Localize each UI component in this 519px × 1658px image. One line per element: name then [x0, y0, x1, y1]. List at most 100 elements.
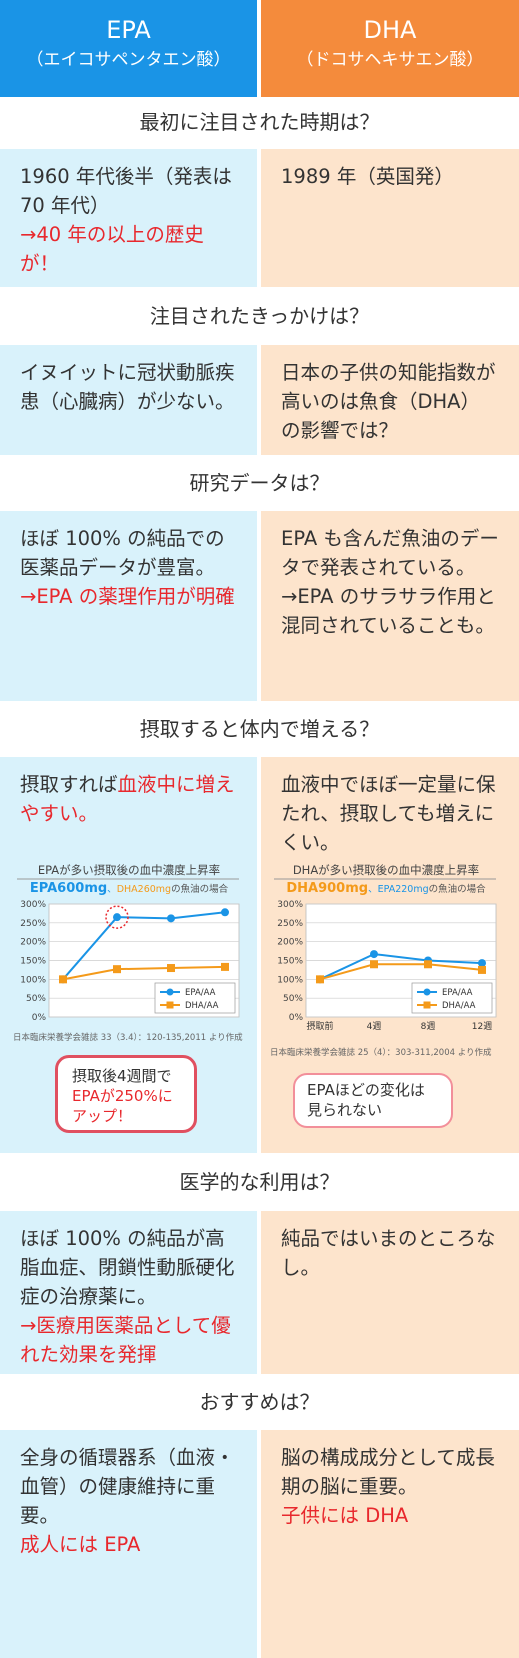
q4-epa-text: 摂取すれば血液中に増えやすい。 — [20, 770, 237, 828]
q6-epa-highlight: 成人には EPA — [20, 1533, 141, 1556]
epa-chart-ytick: 0% — [32, 1013, 47, 1023]
q5-epa-cell: ほぼ 100% の純品が高脂血症、閉鎖性動脈硬化症の治療薬に。 →医療用医薬品と… — [0, 1211, 257, 1374]
epa-chart-point — [113, 965, 121, 974]
q6-dha-highlight: 子供には DHA — [281, 1504, 409, 1527]
q3-epa-highlight: →EPA の薬理作用が明確 — [20, 585, 235, 608]
dha-chart-subtitle-second: EPA220mg — [377, 884, 429, 895]
epa-chart-point — [221, 908, 229, 917]
epa-chart-subtitle-tail: の魚油の場合 — [171, 884, 229, 895]
question-1: 最初に注目された時期は？ — [0, 97, 519, 149]
epa-callout: 摂取後4週間で EPAが250%にアップ！ — [55, 1055, 197, 1133]
q4-epa-text-a: 摂取すれば — [20, 773, 118, 796]
epa-chart-ytick: 50% — [26, 994, 46, 1004]
q5-epa-text: ほぼ 100% の純品が高脂血症、閉鎖性動脈硬化症の治療薬に。 — [20, 1227, 235, 1308]
dha-chart-xtick: 4週 — [367, 1021, 382, 1032]
epa-chart-source: 日本臨床栄養学会雑誌 33（3.4）：120-135,2011 より作成 — [13, 1033, 243, 1043]
dha-chart-title-rule — [274, 878, 496, 880]
question-6: おすすめは？ — [0, 1374, 519, 1430]
q6-epa-cell: 全身の循環器系（血液・血管）の健康維持に重要。 成人には EPA — [0, 1430, 257, 1658]
dha-chart-point — [478, 965, 486, 974]
q2-dha-text: 日本の子供の知能指数が高いのは魚食（DHA）の影響では？ — [281, 361, 496, 442]
q3-dha-cell: EPA も含んだ魚油のデータで発表されている。→EPA のサラサラ作用と混同され… — [261, 511, 519, 701]
q6-dha-text: 脳の構成成分として成長期の脳に重要。 — [281, 1446, 495, 1498]
epa-chart-title-rule — [17, 878, 239, 880]
dha-chart-legend-label: DHA/AA — [442, 1001, 476, 1011]
dha-chart-series-line-epa-aa — [319, 953, 483, 981]
q6-dha-cell: 脳の構成成分として成長期の脳に重要。 子供には DHA — [261, 1430, 519, 1658]
dha-chart-plot: 300% 250% 200% 150% 100% 50% 0%摂取前 4週 8週 12週 EPA/A… — [277, 900, 497, 1032]
epa-chart-point — [113, 913, 121, 922]
q1-epa-cell: 1960 年代後半（発表は 70 年代） →40 年の以上の歴史が！ — [0, 149, 257, 287]
epa-chart-legend-label: EPA/AA — [185, 988, 216, 998]
dha-chart: DHAが多い摂取後の血中濃度上昇率 DHA900mg、EPA220mgの魚油の場… — [270, 862, 502, 1042]
dha-chart-ytick: 0% — [289, 1013, 304, 1023]
epa-chart-subtitle-second: DHA260mg — [116, 884, 172, 895]
question-4: 摂取すると体内で増える？ — [0, 701, 519, 757]
dha-chart-legend-label: EPA/AA — [442, 988, 473, 998]
epa-header-fullname: （エイコサペンタエン酸） — [26, 50, 231, 70]
dha-chart-point — [478, 959, 486, 968]
epa-chart: EPAが多い摂取後の血中濃度上昇率 EPA600mg、DHA260mgの魚油の場… — [13, 862, 245, 1042]
q3-epa-cell: ほぼ 100% の純品での医薬品データが豊富。 →EPA の薬理作用が明確 — [0, 511, 257, 701]
dha-chart-ytick: 100% — [277, 975, 303, 985]
epa-chart-ytick: 200% — [20, 938, 46, 948]
epa-chart-legend-marker — [166, 988, 174, 996]
q5-dha-text: 純品ではいまのところなし。 — [281, 1227, 496, 1279]
epa-chart-series-line-dha-aa — [62, 965, 226, 981]
dha-chart-subtitle: DHA900mg、EPA220mgの魚油の場合 — [270, 881, 502, 896]
epa-header: EPA （エイコサペンタエン酸） — [0, 0, 257, 97]
dha-chart-subtitle-sep: 、 — [368, 884, 378, 895]
q6-epa-text: 全身の循環器系（血液・血管）の健康維持に重要。 — [20, 1446, 235, 1527]
q3-epa-text: ほぼ 100% の純品での医薬品データが豊富。 — [20, 527, 225, 579]
dha-chart-xtick: 12週 — [472, 1021, 492, 1032]
dha-callout: EPAほどの変化は見られない — [293, 1073, 453, 1128]
q2-dha-cell: 日本の子供の知能指数が高いのは魚食（DHA）の影響では？ — [261, 345, 519, 455]
dha-chart-ytick: 200% — [277, 938, 303, 948]
epa-chart-point — [59, 975, 67, 984]
dha-header-name: DHA — [363, 16, 417, 44]
dha-header: DHA （ドコサヘキサエン酸） — [261, 0, 519, 97]
epa-chart-point — [167, 964, 175, 973]
dha-chart-xtick: 摂取前 — [306, 1020, 333, 1032]
epa-chart-subtitle-main: EPA600mg — [29, 881, 108, 896]
dha-chart-point — [316, 975, 324, 984]
q2-epa-text: イヌイットに冠状動脈疾患（心臓病）が少ない。 — [20, 361, 235, 413]
q1-epa-highlight: →40 年の以上の歴史が！ — [20, 223, 204, 275]
epa-callout-black: 摂取後4週間で — [72, 1067, 172, 1085]
dha-chart-legend-marker — [423, 1001, 431, 1009]
q5-dha-cell: 純品ではいまのところなし。 — [261, 1211, 519, 1374]
epa-callout-red: EPAが250%にアップ！ — [72, 1087, 173, 1125]
dha-chart-subtitle-main: DHA900mg — [286, 881, 369, 896]
dha-chart-point — [370, 950, 378, 959]
dha-chart-ytick: 250% — [277, 919, 303, 929]
dha-chart-legend-marker — [423, 988, 431, 996]
q3-dha-text: EPA も含んだ魚油のデータで発表されている。→EPA のサラサラ作用と混同され… — [281, 527, 499, 637]
epa-chart-legend-marker — [166, 1001, 174, 1009]
epa-chart-plot: 300% 250% 200% 150% 100% 50% 0% EPA/AA DHA/AA — [20, 900, 240, 1023]
dha-callout-text: EPAほどの変化は見られない — [307, 1081, 425, 1119]
question-5: 医学的な利用は？ — [0, 1153, 519, 1211]
dha-chart-ytick: 300% — [277, 900, 303, 910]
q1-dha-text: 1989 年（英国発） — [281, 165, 454, 188]
epa-chart-title: EPAが多い摂取後の血中濃度上昇率 — [37, 863, 221, 877]
question-2: 注目されたきっかけは？ — [0, 287, 519, 345]
dha-header-fullname: （ドコサヘキサエン酸） — [296, 50, 484, 70]
dha-chart-subtitle-tail: の魚油の場合 — [428, 884, 486, 895]
dha-chart-point — [370, 960, 378, 969]
epa-chart-subtitle: EPA600mg、DHA260mgの魚油の場合 — [13, 881, 245, 896]
dha-chart-source: 日本臨床栄養学会雑誌 25（4）：303-311,2004 より作成 — [270, 1048, 492, 1058]
epa-chart-ytick: 150% — [20, 957, 46, 967]
epa-chart-point — [167, 914, 175, 923]
q4-epa-highlight: 血液中に増えやすい。 — [20, 773, 235, 825]
dha-chart-point — [424, 960, 432, 969]
dha-chart-ytick: 50% — [283, 994, 303, 1004]
q1-epa-text: 1960 年代後半（発表は 70 年代） — [20, 165, 232, 217]
q5-epa-highlight: →医療用医薬品として優れた効果を発揮 — [20, 1314, 231, 1366]
epa-chart-ytick: 300% — [20, 900, 46, 910]
epa-chart-ytick: 100% — [20, 975, 46, 985]
epa-header-name: EPA — [106, 16, 151, 44]
epa-chart-series-line-epa-aa — [62, 911, 226, 980]
dha-chart-ytick: 150% — [277, 957, 303, 967]
q2-epa-cell: イヌイットに冠状動脈疾患（心臓病）が少ない。 — [0, 345, 257, 455]
